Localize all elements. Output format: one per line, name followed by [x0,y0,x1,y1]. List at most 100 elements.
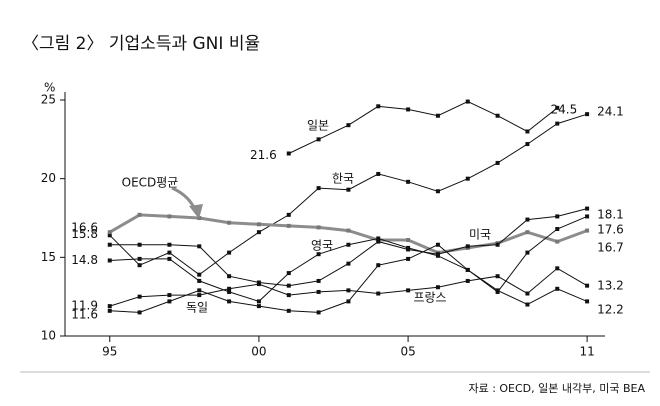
point-marker [346,242,351,247]
point-marker [107,304,112,309]
point-marker [346,299,351,304]
series-name: 일본 [307,119,329,133]
point-marker [227,220,232,225]
point-marker [406,288,411,293]
point-marker [137,294,142,299]
point-marker [256,282,261,287]
point-marker [286,212,291,217]
data-label: 13.2 [597,279,624,293]
point-marker [286,223,291,228]
point-marker [167,256,172,261]
series-line [109,213,588,255]
point-marker [435,113,440,118]
point-marker [525,291,530,296]
data-label: 21.6 [250,148,277,162]
point-marker [137,242,142,247]
point-marker [585,112,590,117]
x-tick-label: 00 [251,345,266,359]
point-marker [376,236,381,241]
point-marker [227,286,232,291]
point-marker [435,189,440,194]
point-marker [107,242,112,247]
point-marker [197,288,202,293]
point-marker [555,239,560,244]
series-name: 미국 [469,228,491,242]
chart-title: 〈그림 2〉 기업소득과 GNI 비율 [22,34,260,54]
point-marker [376,171,381,176]
point-marker [435,253,440,258]
point-marker [465,267,470,272]
point-marker [256,222,261,227]
point-marker [286,271,291,276]
data-label: 24.1 [597,105,624,119]
point-marker [316,137,321,142]
x-tick-label: 11 [579,345,594,359]
point-marker [525,129,530,134]
point-marker [495,288,500,293]
point-marker [525,217,530,222]
point-marker [167,250,172,255]
point-marker [495,274,500,279]
annotation-arrowhead [189,204,203,219]
point-marker [227,289,232,294]
point-marker [585,214,590,219]
point-marker [435,242,440,247]
point-marker [525,230,530,235]
y-tick-label: 15 [41,250,56,264]
point-marker [555,266,560,271]
point-marker [256,304,261,309]
point-marker [316,289,321,294]
point-marker [465,244,470,249]
point-marker [227,250,232,255]
data-label: 16.6 [71,221,98,235]
point-marker [406,245,411,250]
point-marker [197,272,202,277]
point-marker [137,310,142,315]
data-label: 15.8 [71,227,98,241]
point-marker [256,299,261,304]
point-marker [167,293,172,298]
point-marker [286,308,291,313]
point-marker [346,228,351,233]
point-marker [346,288,351,293]
point-marker [316,225,321,230]
point-marker [406,107,411,112]
data-label: 18.1 [597,208,624,222]
point-marker [197,293,202,298]
source-note: 자료 : OECD, 일본 내각부, 미국 BEA [468,381,645,395]
point-marker [107,308,112,313]
point-marker [167,299,172,304]
point-marker [406,256,411,261]
point-marker [316,186,321,191]
point-marker [107,230,112,235]
data-label: 12.2 [597,303,624,317]
point-marker [256,230,261,235]
point-marker [316,278,321,283]
y-tick-label: 25 [41,93,56,107]
point-marker [107,258,112,263]
point-marker [555,286,560,291]
data-label: 11.6 [71,307,98,321]
point-marker [585,299,590,304]
point-marker [495,113,500,118]
y-tick-label: 10 [41,329,56,343]
point-marker [525,142,530,147]
data-label: 16.7 [597,241,624,255]
point-marker [346,261,351,266]
data-label: 11.9 [71,299,98,313]
data-label: 17.6 [597,223,624,237]
x-tick-label: 95 [102,345,117,359]
point-marker [525,302,530,307]
point-marker [495,160,500,165]
point-marker [406,179,411,184]
point-marker [197,244,202,249]
point-marker [465,99,470,104]
point-marker [167,242,172,247]
series-name: OECD평균 [122,176,179,190]
data-label: 24.5 [551,103,578,117]
point-marker [137,212,142,217]
series-name: 한국 [332,172,354,186]
series-line [288,101,558,154]
point-marker [197,278,202,283]
point-marker [435,285,440,290]
